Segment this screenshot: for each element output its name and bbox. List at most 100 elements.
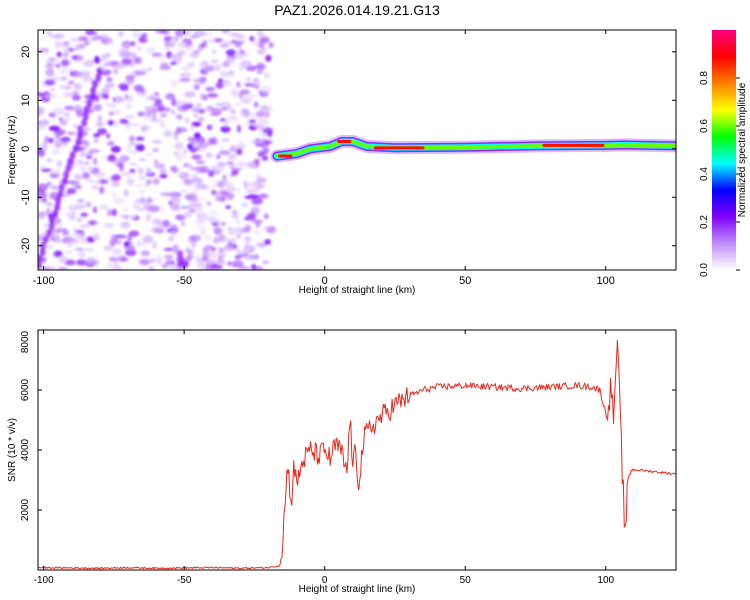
noise-blob — [118, 50, 128, 57]
noise-blob — [257, 151, 265, 158]
noise-blob — [171, 165, 178, 174]
colorbar-gradient — [712, 30, 736, 270]
diagonal-blob — [57, 190, 64, 199]
colorbar-ticks: 0.0 0.2 0.4 0.6 0.8 — [699, 71, 740, 277]
noise-blob — [128, 230, 140, 237]
noise-blob — [115, 234, 127, 239]
noise-blob — [90, 180, 100, 184]
noise-blob — [216, 161, 227, 167]
noise-blob — [72, 94, 81, 101]
noise-blob — [210, 264, 223, 270]
noise-blob — [47, 31, 52, 36]
noise-blob — [185, 247, 191, 254]
noise-blob — [223, 245, 234, 252]
diagonal-blob — [65, 164, 72, 173]
noise-blob — [157, 118, 165, 126]
noise-blob — [166, 39, 176, 48]
noise-blob — [256, 70, 264, 74]
noise-blob — [47, 266, 56, 270]
noise-blob — [76, 217, 82, 223]
noise-blob — [163, 35, 173, 42]
diagonal-blob — [39, 248, 46, 257]
noise-blob — [93, 31, 98, 37]
noise-blob — [231, 212, 240, 220]
noise-blob — [192, 187, 199, 196]
noise-blob — [43, 119, 50, 126]
diagonal-blob — [69, 151, 76, 160]
snr-panel: -100 -50 0 50 100 2000 4000 6000 8000 Height of … — [7, 329, 677, 595]
noise-blob — [64, 259, 76, 266]
noise-blob — [63, 249, 74, 255]
noise-blob — [217, 250, 226, 258]
noise-blob — [176, 103, 182, 111]
spectrogram-ylabel: Frequency (Hz) — [7, 116, 18, 185]
noise-blob — [189, 125, 195, 130]
noise-blob — [138, 258, 151, 266]
noise-blob — [58, 117, 63, 121]
colorbar-tick-label: 0.0 — [699, 263, 710, 277]
noise-blob — [97, 115, 103, 123]
noise-blob — [122, 207, 129, 211]
noise-blob — [163, 107, 171, 112]
noise-blob — [240, 202, 249, 208]
noise-blob — [140, 125, 148, 132]
noise-blob — [50, 168, 61, 174]
noise-blob — [106, 76, 113, 83]
x-tick-label: -50 — [177, 575, 192, 586]
noise-blob — [130, 150, 138, 155]
noise-blob — [206, 258, 216, 264]
noise-blob — [191, 154, 202, 160]
noise-blob — [85, 151, 94, 156]
noise-blob — [137, 167, 144, 175]
noise-blob — [204, 266, 215, 270]
noise-blob — [74, 175, 84, 180]
noise-blob — [71, 104, 83, 111]
noise-blob — [209, 219, 221, 224]
noise-blob — [62, 41, 70, 46]
noise-blob — [125, 249, 137, 256]
x-tick-label: 100 — [597, 575, 614, 586]
noise-blob — [67, 243, 72, 248]
noise-blob — [44, 79, 56, 86]
diagonal-blob — [38, 254, 43, 263]
noise-blob — [46, 202, 53, 208]
noise-blob — [132, 203, 140, 210]
y-tick-label: -10 — [20, 189, 32, 205]
noise-blob — [145, 213, 152, 219]
noise-blob — [225, 49, 237, 56]
noise-blob — [207, 170, 215, 178]
noise-blob — [226, 192, 235, 201]
diagonal-blob — [77, 125, 84, 134]
noise-blob — [226, 187, 237, 193]
noise-blob — [178, 78, 191, 82]
noise-blob — [147, 205, 160, 213]
noise-blob — [136, 45, 142, 52]
noise-blob — [163, 130, 172, 138]
noise-blob — [146, 46, 156, 54]
noise-blob — [138, 176, 146, 180]
noise-blob — [255, 64, 264, 69]
noise-blob — [74, 71, 83, 78]
noise-blob — [138, 157, 147, 162]
noise-blob — [60, 58, 72, 67]
noise-blob — [93, 137, 99, 144]
noise-blob — [247, 244, 256, 252]
noise-blob — [89, 220, 95, 226]
noise-blob — [232, 209, 238, 214]
noise-blob — [102, 69, 113, 74]
noise-blob — [229, 173, 235, 177]
noise-blob — [60, 69, 65, 75]
noise-blob — [213, 38, 223, 43]
noise-blob — [261, 37, 269, 44]
noise-blob — [202, 251, 210, 259]
noise-blob — [98, 204, 109, 210]
noise-blob — [169, 79, 179, 87]
noise-blob — [157, 205, 166, 214]
diagonal-blob — [54, 202, 61, 211]
noise-blob — [241, 96, 252, 105]
noise-blob — [178, 172, 184, 177]
noise-blob — [253, 254, 260, 260]
diagonal-blob — [62, 177, 69, 186]
noise-blob — [71, 183, 82, 188]
noise-blob — [195, 254, 201, 261]
